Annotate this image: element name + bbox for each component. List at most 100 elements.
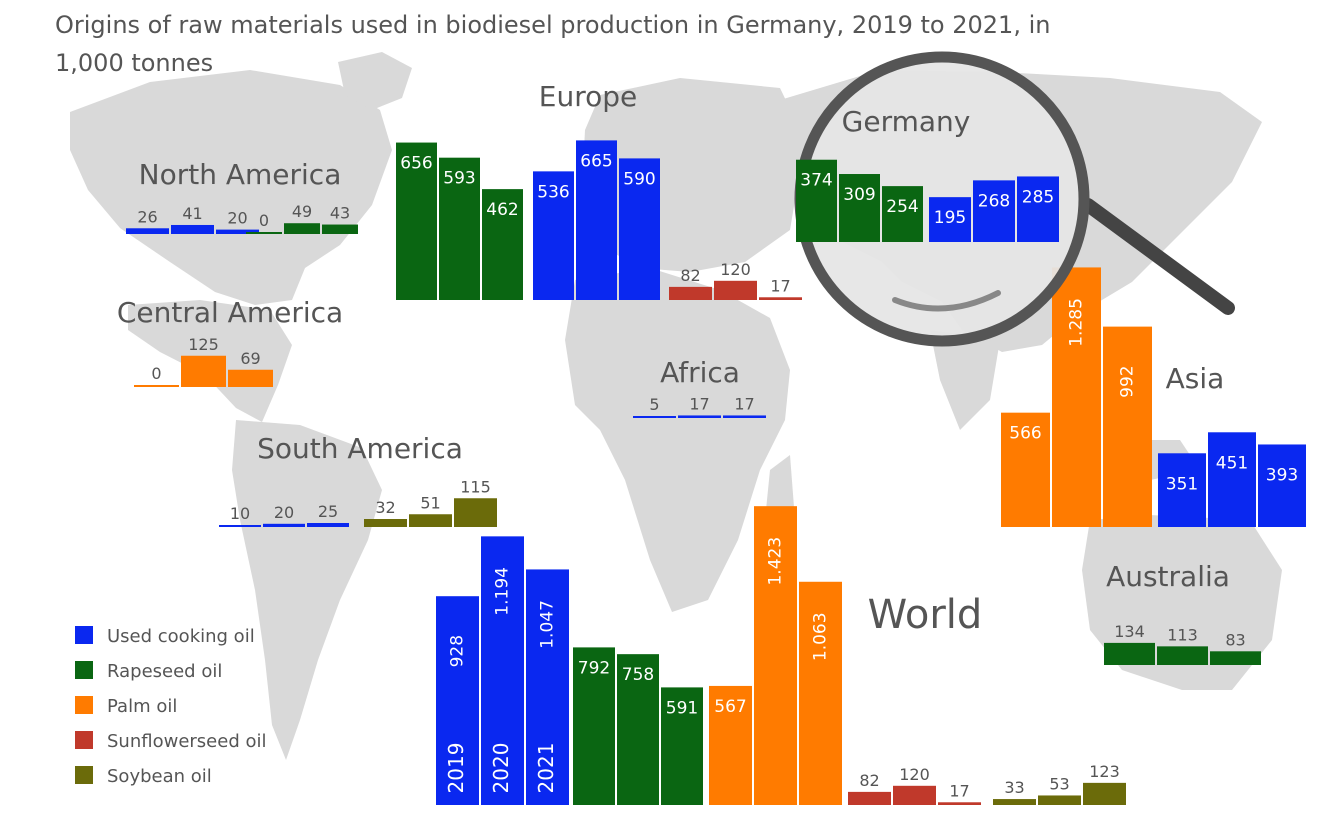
world-rapeseed-oil-label-2: 591: [666, 698, 698, 718]
map-landmass-8: [930, 330, 1000, 430]
germany-rapeseed-oil-bar-0: [796, 159, 837, 242]
europe-rapeseed-oil-label-2: 462: [486, 200, 518, 220]
north-america-rapeseed-oil-bar-1: [284, 223, 320, 234]
year-label-2021: 2021: [534, 743, 558, 794]
asia-used-cooking-oil-bar-0: [1158, 453, 1206, 527]
germany-used-cooking-oil-label-1: 268: [978, 191, 1010, 211]
region-label-asia: Asia: [1166, 362, 1225, 395]
legend-swatch-soybean-oil: [75, 766, 93, 784]
south-america-used-cooking-oil-bar-1: [263, 523, 305, 527]
world-soybean-oil-bar-2: [1083, 782, 1126, 805]
europe-sunflowerseed-oil-bar-0: [669, 286, 712, 300]
asia-used-cooking-oil-bar-2: [1258, 444, 1306, 527]
world-palm-oil-label-0: 567: [714, 697, 746, 717]
central-america-palm-oil-bar-0: [134, 385, 179, 387]
africa-used-cooking-oil-bar-2: [723, 415, 766, 418]
world-sunflowerseed-oil-label-2: 17: [949, 781, 969, 800]
world-used-cooking-oil-label-1: 1.194: [493, 567, 513, 616]
south-america-used-cooking-oil: 10 20 25: [219, 502, 349, 527]
region-label-australia: Australia: [1106, 560, 1230, 593]
north-america-used-cooking-oil-label-2: 20: [227, 209, 247, 228]
chart-title: Origins of raw materials used in biodies…: [55, 11, 1051, 77]
africa-used-cooking-oil-bar-1: [678, 415, 721, 418]
germany-used-cooking-oil: 195 268 285: [929, 176, 1059, 242]
south-america-used-cooking-oil-bar-2: [307, 523, 349, 527]
region-label-africa: Africa: [660, 356, 740, 389]
asia-used-cooking-oil-bar-1: [1208, 432, 1256, 527]
central-america-palm-oil-label-1: 125: [188, 335, 219, 354]
map-landmass-0: [70, 70, 392, 305]
north-america-used-cooking-oil: 26 41 20: [126, 204, 259, 234]
north-america-rapeseed-oil-label-0: 0: [259, 211, 269, 230]
asia-palm-oil-bar-2: [1103, 326, 1152, 527]
year-label-2019: 2019: [444, 743, 468, 794]
north-america-used-cooking-oil-bar-2: [216, 229, 259, 234]
germany-rapeseed-oil-label-1: 309: [843, 185, 875, 205]
world-palm-oil-label-1: 1.423: [766, 537, 786, 586]
germany-used-cooking-oil-label-2: 285: [1022, 187, 1054, 207]
europe-sunflowerseed-oil: 82 120 17: [669, 260, 802, 300]
australia-rapeseed-oil-bar-2: [1210, 651, 1261, 665]
region-label-world: World: [868, 592, 983, 638]
south-america-soybean-oil-label-1: 51: [420, 493, 440, 512]
europe-used-cooking-oil-label-2: 590: [623, 169, 655, 189]
asia-palm-oil-bar-1: [1052, 267, 1101, 527]
europe-used-cooking-oil-bar-0: [533, 171, 574, 300]
region-label-germany: Germany: [842, 105, 971, 138]
world-rapeseed-oil-label-1: 758: [622, 665, 654, 685]
north-america-rapeseed-oil-label-2: 43: [330, 204, 350, 223]
world-rapeseed-oil-label-0: 792: [578, 658, 610, 678]
asia-palm-oil-bar-0: [1001, 412, 1050, 527]
north-america-used-cooking-oil-bar-1: [171, 224, 214, 234]
asia-used-cooking-oil-label-0: 351: [1166, 474, 1198, 494]
europe-sunflowerseed-oil-label-2: 17: [770, 276, 790, 295]
legend-label-sunflowerseed-oil: Sunflowerseed oil: [107, 731, 266, 752]
legend-swatch-used-cooking-oil: [75, 626, 93, 644]
legend-label-palm-oil: Palm oil: [107, 696, 177, 717]
europe-rapeseed-oil-bar-0: [396, 142, 437, 300]
europe-used-cooking-oil-bar-1: [576, 140, 617, 300]
legend: Used cooking oil Rapeseed oil Palm oil Sunf…: [75, 626, 266, 787]
africa-used-cooking-oil-label-2: 17: [734, 394, 754, 413]
year-label-2020: 2020: [489, 743, 513, 794]
north-america-used-cooking-oil-label-0: 26: [137, 207, 157, 226]
south-america-used-cooking-oil-label-0: 10: [230, 504, 250, 523]
germany-rapeseed-oil-bar-1: [839, 174, 880, 242]
legend-label-used-cooking-oil: Used cooking oil: [107, 626, 255, 647]
legend-swatch-rapeseed-oil: [75, 661, 93, 679]
world-sunflowerseed-oil-bar-0: [848, 791, 891, 805]
europe-used-cooking-oil: 536 665 590: [533, 140, 660, 300]
central-america-palm-oil-bar-2: [228, 369, 273, 387]
asia-palm-oil-label-1: 1.285: [1067, 298, 1087, 347]
world-palm-oil-bar-0: [709, 685, 752, 805]
world-used-cooking-oil-bar-2: [526, 569, 569, 805]
world-used-cooking-oil-bar-0: [436, 596, 479, 805]
world-used-cooking-oil-label-2: 1.047: [538, 600, 558, 649]
world-rapeseed-oil: 792 758 591: [573, 647, 703, 805]
world-palm-oil: 567 1.423 1.063: [709, 506, 842, 805]
world-soybean-oil-bar-1: [1038, 795, 1081, 805]
europe-rapeseed-oil-bar-1: [439, 157, 480, 300]
europe-rapeseed-oil-label-0: 656: [400, 154, 432, 174]
magnifier-glare: [892, 290, 1001, 312]
central-america-palm-oil-label-2: 69: [240, 349, 260, 368]
africa-used-cooking-oil-label-1: 17: [689, 394, 709, 413]
south-america-used-cooking-oil-label-2: 25: [318, 502, 338, 521]
magnifier-handle: [1081, 198, 1235, 315]
europe-used-cooking-oil-bar-2: [619, 158, 660, 300]
australia-rapeseed-oil-label-0: 134: [1114, 622, 1145, 641]
australia-rapeseed-oil-bar-0: [1104, 642, 1155, 665]
germany-used-cooking-oil-bar-1: [973, 180, 1015, 242]
south-america-soybean-oil-label-2: 115: [460, 477, 491, 496]
germany-used-cooking-oil-bar-0: [929, 197, 971, 242]
central-america-palm-oil-label-0: 0: [151, 364, 161, 383]
europe-sunflowerseed-oil-bar-2: [759, 297, 802, 300]
north-america-used-cooking-oil-bar-0: [126, 228, 169, 234]
europe-rapeseed-oil-label-1: 593: [443, 169, 475, 189]
region-label-europe: Europe: [539, 80, 637, 113]
south-america-soybean-oil-bar-1: [409, 514, 452, 527]
legend-label-rapeseed-oil: Rapeseed oil: [107, 661, 222, 682]
south-america-used-cooking-oil-label-1: 20: [274, 503, 294, 522]
north-america-rapeseed-oil-bar-2: [322, 224, 358, 234]
south-america-used-cooking-oil-bar-0: [219, 525, 261, 527]
